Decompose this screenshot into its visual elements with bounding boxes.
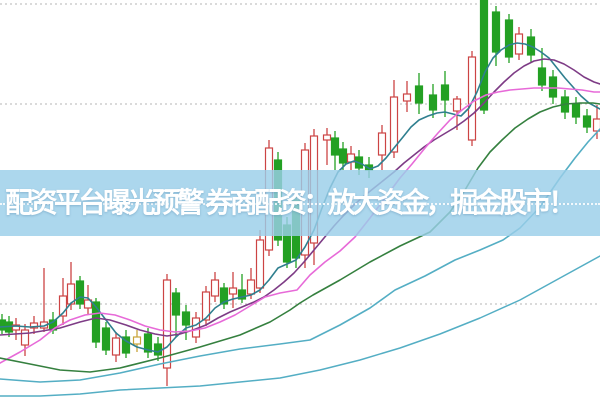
- candle-body-down: [548, 76, 558, 98]
- candle-body-down: [537, 67, 547, 86]
- candle-body-down: [414, 85, 424, 104]
- candle-body-up: [20, 329, 30, 346]
- candle-body-up: [402, 93, 412, 102]
- candle-body-flat: [132, 336, 142, 345]
- candle-body-down: [219, 287, 229, 305]
- candle-body-up: [467, 56, 477, 141]
- candle-body-up: [210, 279, 220, 297]
- candle-body-up: [58, 295, 68, 317]
- candle-body-down: [504, 19, 514, 58]
- candle-body-up: [452, 98, 462, 112]
- candle-body-down: [428, 94, 438, 111]
- banner-text: 配资平台曝光预警 券商配资：放大资金，掘金股市！: [5, 187, 576, 218]
- candle-body-down: [91, 301, 101, 343]
- candle-body-down: [582, 115, 592, 128]
- candle-body-up: [29, 322, 39, 329]
- candle-body-down: [181, 311, 191, 326]
- candle-body-up: [246, 279, 256, 295]
- candle-body-down: [330, 137, 340, 156]
- candle-body-down: [491, 11, 501, 53]
- candle-body-down: [121, 336, 131, 354]
- candle-body-down: [0, 319, 7, 331]
- ma-longer-darkgreen: [0, 102, 600, 373]
- candle-body-up: [322, 134, 332, 141]
- candle-body-down: [237, 289, 247, 300]
- candle-body-down: [143, 333, 153, 353]
- banner-gridline: [0, 203, 600, 205]
- candle-body-up: [255, 239, 265, 289]
- candle-body-down: [171, 292, 181, 316]
- candle-body-up: [162, 279, 172, 369]
- candle-body-down: [153, 343, 163, 356]
- candle-body-up: [111, 337, 121, 356]
- candle-body-up: [377, 132, 387, 156]
- candle-body-up: [228, 287, 238, 295]
- candle-body-down: [479, 0, 489, 111]
- candle-body-down: [338, 148, 348, 164]
- overlay-banner: 配资平台曝光预警 券商配资：放大资金，掘金股市！: [0, 170, 600, 236]
- candle-body-up: [11, 324, 21, 331]
- candle-body-up: [592, 118, 600, 132]
- ma-long-magenta: [0, 87, 600, 364]
- candle-body-up: [389, 96, 399, 153]
- candle-body-down: [75, 280, 85, 305]
- ma-extra-cyan: [0, 255, 600, 397]
- candle-body-down: [101, 327, 111, 351]
- candle-body-down: [571, 103, 581, 118]
- candle-body-up: [83, 299, 93, 309]
- candle-body-up: [201, 291, 211, 321]
- candle-body-down: [440, 84, 450, 101]
